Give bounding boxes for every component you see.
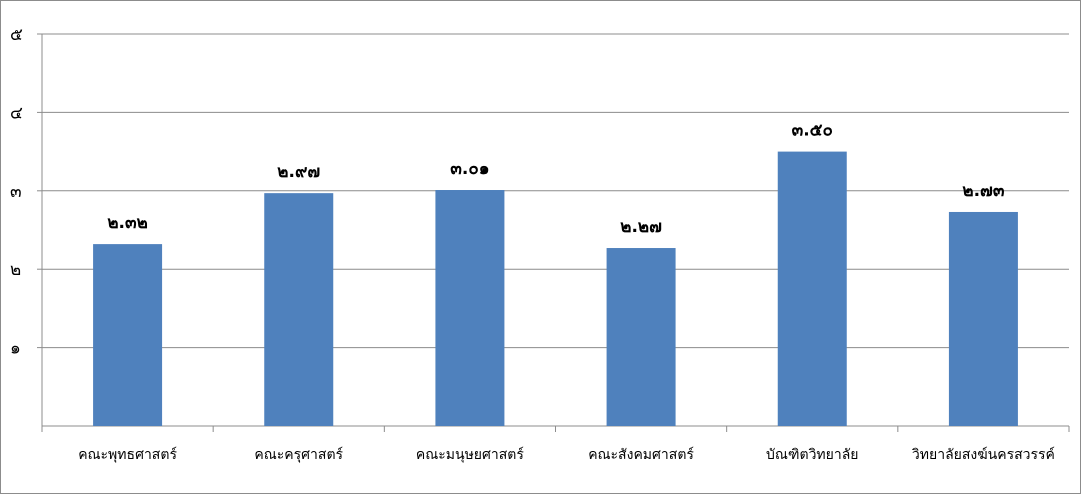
data-label: ๒.๒๗ [620, 217, 662, 237]
bar [93, 244, 163, 426]
category-label: คณะสังคมศาสตร์ [588, 446, 694, 463]
bar [435, 190, 505, 426]
y-tick-label: ๔ [10, 103, 23, 123]
category-label: วิทยาลัยสงฆ์นครสวรรค์ [912, 446, 1055, 463]
axes [37, 33, 1070, 432]
category-label: บัณฑิตวิทยาลัย [766, 447, 859, 463]
gridlines [42, 33, 1069, 349]
data-label: ๒.๙๗ [277, 162, 320, 182]
category-label: คณะมนุษยศาสตร์ [416, 446, 524, 463]
data-label: ๓.๕๐ [792, 121, 833, 141]
category-label: คณะครุศาสตร์ [254, 446, 343, 463]
category-label: คณะพุทธศาสตร์ [78, 446, 177, 463]
bars [93, 151, 1018, 426]
y-tick-label: ๑ [10, 339, 21, 359]
bar [948, 211, 1018, 426]
y-tick-label: ๓ [10, 182, 22, 202]
y-tick-label: ๕ [10, 25, 23, 45]
y-tick-label: ๒ [10, 260, 21, 280]
data-label: ๒.๓๒ [107, 213, 148, 233]
bar [606, 248, 676, 426]
data-label: ๓.๐๑ [450, 159, 489, 179]
bar [264, 193, 334, 426]
data-label: ๒.๗๓ [962, 181, 1004, 201]
bar [777, 151, 847, 426]
